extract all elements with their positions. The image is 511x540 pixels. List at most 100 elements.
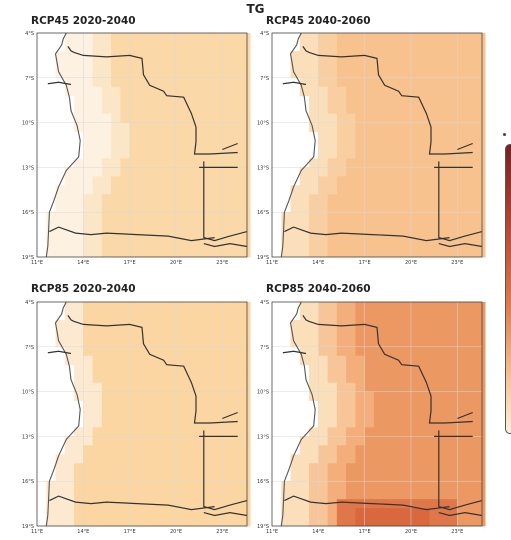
grid-cell xyxy=(364,337,375,348)
grid-cell xyxy=(240,454,251,464)
grid-cell xyxy=(185,113,195,123)
grid-cell xyxy=(410,77,421,88)
grid-cell xyxy=(438,499,449,509)
grid-cell xyxy=(222,212,232,222)
grid-cell xyxy=(410,230,421,240)
grid-cell xyxy=(222,140,232,150)
grid-cell xyxy=(74,517,84,527)
grid-cell xyxy=(448,499,458,509)
grid-cell xyxy=(213,391,223,401)
grid-cell xyxy=(346,131,356,141)
lat-tick-label: 13°S xyxy=(22,165,34,171)
grid-cell xyxy=(74,445,84,455)
grid-cell xyxy=(111,463,121,473)
grid-cell xyxy=(240,185,251,195)
grid-cell xyxy=(138,319,149,330)
grid-cell xyxy=(420,50,430,61)
grid-cell xyxy=(120,113,131,123)
grid-cell xyxy=(420,400,430,410)
grid-cell xyxy=(466,382,477,392)
grid-cell xyxy=(466,472,477,482)
grid-cell xyxy=(420,391,430,401)
grid-cell xyxy=(231,364,242,375)
grid-cell xyxy=(231,158,242,168)
grid-cell xyxy=(290,203,301,213)
grid-cell xyxy=(373,33,384,43)
lon-tick-label: 20°E xyxy=(405,529,417,535)
grid-cell xyxy=(148,445,158,455)
grid-cell xyxy=(240,418,251,428)
map-frame xyxy=(36,301,248,527)
grid-cell xyxy=(175,203,186,213)
grid-cell xyxy=(213,113,223,123)
grid-cell xyxy=(457,122,467,132)
grid-cell xyxy=(74,86,84,97)
grid-cell xyxy=(401,203,412,213)
grid-cell xyxy=(383,113,393,123)
grid-cell xyxy=(438,122,449,132)
grid-cell xyxy=(392,391,403,401)
grid-cell xyxy=(429,104,440,115)
grid-cell xyxy=(148,203,158,213)
grid-cell xyxy=(222,302,232,312)
grid-cell xyxy=(355,337,366,348)
grid-cell xyxy=(401,68,412,79)
grid-cell xyxy=(327,427,338,437)
grid-cell xyxy=(448,400,458,410)
coastline xyxy=(45,301,81,527)
grid-cell xyxy=(383,328,393,339)
grid-cell xyxy=(157,382,168,392)
grid-cell xyxy=(185,337,195,348)
grid-cell xyxy=(120,185,131,195)
grid-cell xyxy=(120,203,131,213)
grid-cell xyxy=(111,481,121,491)
lon-tick-label: 20°E xyxy=(170,529,182,535)
grid-cell xyxy=(392,50,403,61)
grid-cell xyxy=(401,158,412,168)
grid-cell xyxy=(213,33,223,43)
grid-cell xyxy=(240,77,251,88)
grid-cell xyxy=(336,481,347,491)
grid-cell xyxy=(92,221,103,231)
grid-cell xyxy=(364,409,375,419)
grid-cell xyxy=(318,140,328,150)
grid-cell xyxy=(299,319,310,330)
country-border xyxy=(302,315,473,424)
lat-tick-label: 16°S xyxy=(257,479,269,485)
grid-cell xyxy=(129,239,140,249)
grid-cell xyxy=(231,140,242,150)
grid-cell xyxy=(355,140,366,150)
grid-cell xyxy=(46,230,56,240)
grid-cell xyxy=(318,248,328,258)
grid-cell xyxy=(83,418,93,428)
grid-cell xyxy=(74,364,84,375)
grid-cell xyxy=(138,400,149,410)
grid-cell xyxy=(299,248,310,258)
grid-cell xyxy=(138,355,149,366)
grid-cell xyxy=(203,472,214,482)
grid-cell xyxy=(457,86,467,97)
grid-cell xyxy=(438,463,449,473)
grid-cell xyxy=(457,481,467,491)
grid-cell xyxy=(327,508,338,518)
grid-cell xyxy=(101,185,112,195)
grid-cell xyxy=(327,158,338,168)
grid-cell xyxy=(194,131,205,141)
grid-cell xyxy=(175,140,186,150)
grid-cell xyxy=(92,59,103,70)
grid-cell xyxy=(83,302,93,312)
grid-cell xyxy=(420,203,430,213)
grid-cell xyxy=(74,499,84,509)
grid-cell xyxy=(213,59,223,70)
lat-tick-label: 10°S xyxy=(257,390,269,396)
grid-cell xyxy=(410,310,421,321)
grid-cell xyxy=(373,328,384,339)
grid-cell xyxy=(129,364,140,375)
grid-cell xyxy=(327,481,338,491)
grid-cell xyxy=(336,140,347,150)
grid-cell xyxy=(203,310,214,321)
grid-cell xyxy=(327,373,338,384)
grid-cell xyxy=(457,212,467,222)
grid-cell xyxy=(457,355,467,366)
grid-cell xyxy=(401,33,412,43)
